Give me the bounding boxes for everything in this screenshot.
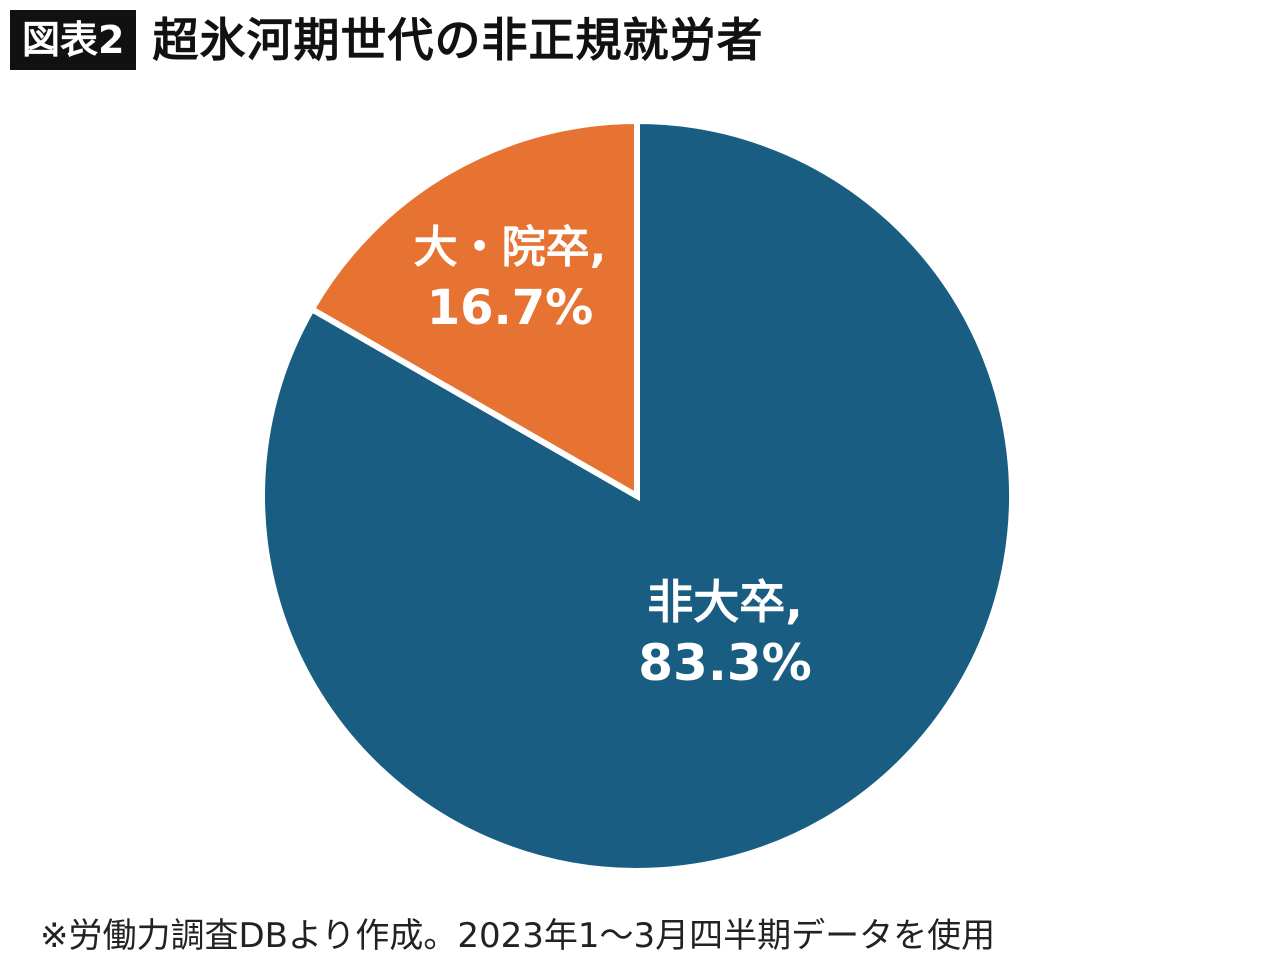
chart-header: 図表2 超氷河期世代の非正規就労者 xyxy=(10,10,763,70)
slice-value-label-1: 83.3% xyxy=(638,634,811,692)
figure-number-badge: 図表2 xyxy=(10,10,137,70)
chart-title: 超氷河期世代の非正規就労者 xyxy=(152,13,764,67)
slice-label-1: 非大卒, xyxy=(647,575,802,629)
pie-slice-2 xyxy=(307,117,640,502)
slice-label-2: 大・院卒, xyxy=(414,222,607,273)
source-note: ※労働力調査DBより作成。2023年1～3月四半期データを使用 xyxy=(40,916,996,956)
slice-value-label-2: 16.7% xyxy=(427,280,594,336)
